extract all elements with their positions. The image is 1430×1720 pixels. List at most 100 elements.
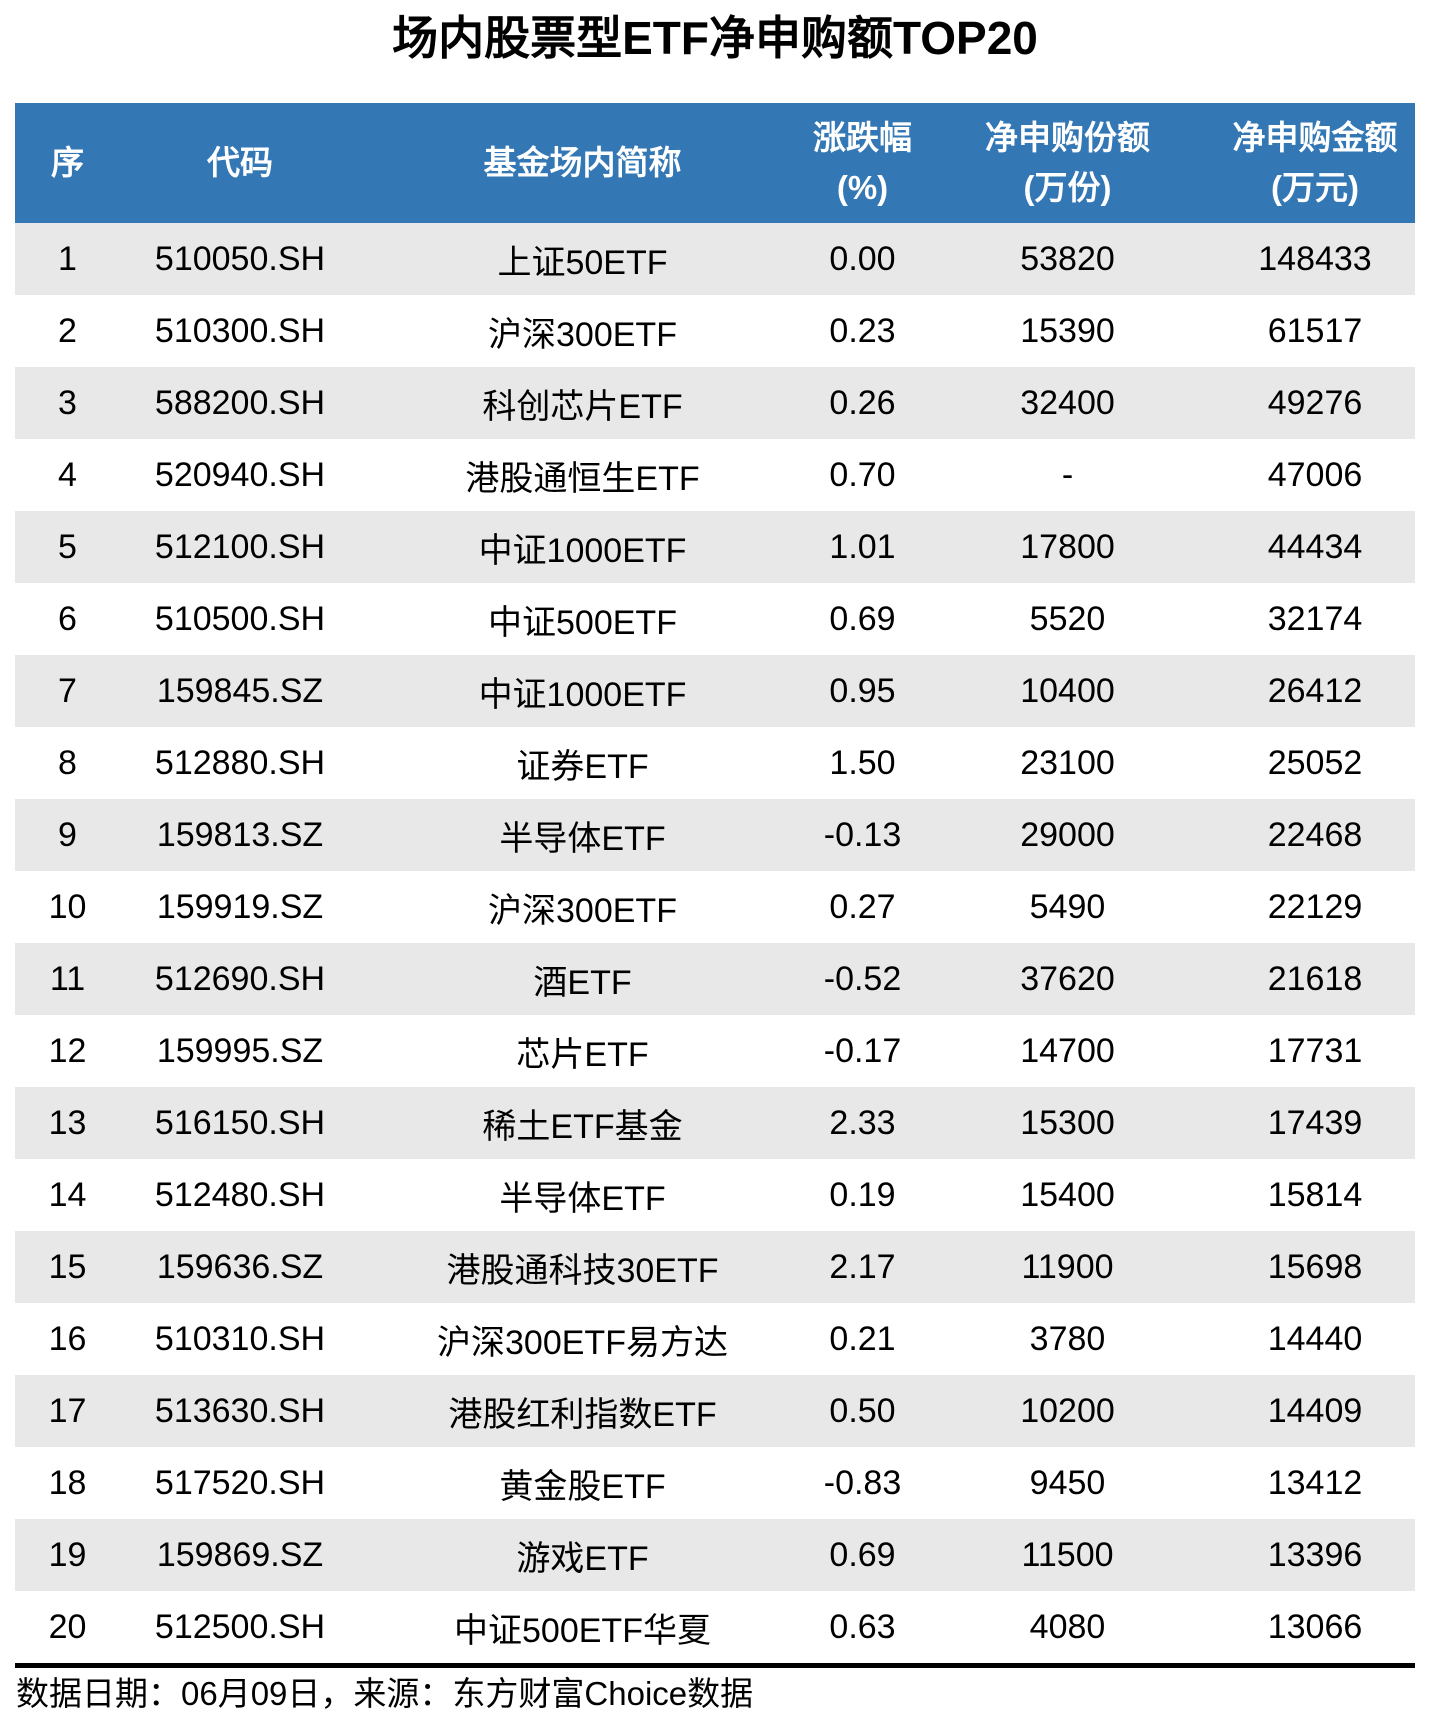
cell-fund-name: 证券ETF [360,727,805,799]
cell-code: 516150.SH [120,1087,360,1159]
cell-change: -0.17 [805,1015,920,1087]
cell-net-shares: 53820 [920,223,1215,295]
cell-change: 0.69 [805,583,920,655]
cell-fund-name: 游戏ETF [360,1519,805,1591]
table-row: 1 510050.SH 上证50ETF 0.00 53820 148433 [15,223,1415,295]
header-label-net-amount: 净申购金额 [1232,119,1398,156]
cell-fund-name: 黄金股ETF [360,1447,805,1519]
cell-net-amount: 15698 [1215,1231,1415,1303]
table-header: 序 代码 基金场内简称 [15,103,1415,223]
cell-rank: 4 [15,439,120,511]
cell-fund-name: 上证50ETF [360,223,805,295]
cell-rank: 18 [15,1447,120,1519]
cell-rank: 14 [15,1159,120,1231]
header-row: 序 代码 基金场内简称 [15,103,1415,223]
cell-net-shares: 15390 [920,295,1215,367]
table-body: 1 510050.SH 上证50ETF 0.00 53820 148433 2 … [15,223,1415,1663]
cell-net-shares: - [920,439,1215,511]
cell-change: -0.52 [805,943,920,1015]
cell-net-amount: 25052 [1215,727,1415,799]
cell-net-amount: 61517 [1215,295,1415,367]
cell-code: 159995.SZ [120,1015,360,1087]
cell-rank: 6 [15,583,120,655]
header-label-rank: 序 [51,144,84,181]
cell-fund-name: 港股通科技30ETF [360,1231,805,1303]
cell-rank: 15 [15,1231,120,1303]
cell-change: 0.19 [805,1159,920,1231]
table-row: 18 517520.SH 黄金股ETF -0.83 9450 13412 [15,1447,1415,1519]
table-row: 14 512480.SH 半导体ETF 0.19 15400 15814 [15,1159,1415,1231]
table-row: 11 512690.SH 酒ETF -0.52 37620 21618 [15,943,1415,1015]
header-cell-change: 涨跌幅 (%) [805,103,920,223]
cell-change: 1.50 [805,727,920,799]
cell-code: 513630.SH [120,1375,360,1447]
cell-net-shares: 32400 [920,367,1215,439]
cell-code: 512480.SH [120,1159,360,1231]
cell-fund-name: 芯片ETF [360,1015,805,1087]
cell-code: 512500.SH [120,1591,360,1663]
cell-net-shares: 9450 [920,1447,1215,1519]
cell-change: 0.50 [805,1375,920,1447]
etf-table: 序 代码 基金场内简称 [15,103,1415,1663]
cell-fund-name: 稀土ETF基金 [360,1087,805,1159]
cell-rank: 13 [15,1087,120,1159]
cell-code: 510050.SH [120,223,360,295]
cell-fund-name: 沪深300ETF [360,295,805,367]
table-row: 8 512880.SH 证券ETF 1.50 23100 25052 [15,727,1415,799]
cell-code: 159845.SZ [120,655,360,727]
cell-fund-name: 沪深300ETF [360,871,805,943]
cell-fund-name: 半导体ETF [360,1159,805,1231]
cell-fund-name: 港股通恒生ETF [360,439,805,511]
cell-code: 512100.SH [120,511,360,583]
cell-rank: 17 [15,1375,120,1447]
cell-net-shares: 3780 [920,1303,1215,1375]
cell-change: 0.21 [805,1303,920,1375]
table-row: 17 513630.SH 港股红利指数ETF 0.50 10200 14409 [15,1375,1415,1447]
table-row: 3 588200.SH 科创芯片ETF 0.26 32400 49276 [15,367,1415,439]
cell-net-amount: 44434 [1215,511,1415,583]
table-row: 15 159636.SZ 港股通科技30ETF 2.17 11900 15698 [15,1231,1415,1303]
cell-rank: 8 [15,727,120,799]
cell-net-shares: 23100 [920,727,1215,799]
cell-change: 0.63 [805,1591,920,1663]
cell-code: 159813.SZ [120,799,360,871]
cell-net-amount: 49276 [1215,367,1415,439]
cell-change: 1.01 [805,511,920,583]
cell-rank: 12 [15,1015,120,1087]
cell-code: 588200.SH [120,367,360,439]
cell-net-amount: 21618 [1215,943,1415,1015]
table-row: 9 159813.SZ 半导体ETF -0.13 29000 22468 [15,799,1415,871]
table-row: 6 510500.SH 中证500ETF 0.69 5520 32174 [15,583,1415,655]
cell-net-shares: 5520 [920,583,1215,655]
cell-code: 159919.SZ [120,871,360,943]
cell-net-shares: 11900 [920,1231,1215,1303]
header-label-code: 代码 [207,144,273,181]
cell-code: 510300.SH [120,295,360,367]
cell-change: -0.13 [805,799,920,871]
cell-net-amount: 148433 [1215,223,1415,295]
cell-net-amount: 14409 [1215,1375,1415,1447]
page-title: 场内股票型ETF净申购额TOP20 [392,12,1038,64]
data-source-note: 数据日期：06月09日，来源：东方财富Choice数据 [16,1675,754,1712]
cell-net-amount: 14440 [1215,1303,1415,1375]
cell-change: 0.69 [805,1519,920,1591]
header-cell-net-amount: 净申购金额 (万元) [1215,103,1415,223]
cell-net-shares: 5490 [920,871,1215,943]
cell-change: 0.23 [805,295,920,367]
table-row: 20 512500.SH 中证500ETF华夏 0.63 4080 13066 [15,1591,1415,1663]
cell-code: 512690.SH [120,943,360,1015]
cell-change: 0.26 [805,367,920,439]
header-cell-fund-name: 基金场内简称 [360,103,805,223]
footer-divider [15,1663,1415,1668]
table-row: 4 520940.SH 港股通恒生ETF 0.70 - 47006 [15,439,1415,511]
table-row: 13 516150.SH 稀土ETF基金 2.33 15300 17439 [15,1087,1415,1159]
cell-change: 0.95 [805,655,920,727]
header-cell-rank: 序 [15,103,120,223]
cell-net-amount: 22129 [1215,871,1415,943]
cell-rank: 10 [15,871,120,943]
cell-net-amount: 26412 [1215,655,1415,727]
cell-change: 2.33 [805,1087,920,1159]
cell-rank: 2 [15,295,120,367]
cell-fund-name: 中证500ETF [360,583,805,655]
cell-net-shares: 29000 [920,799,1215,871]
